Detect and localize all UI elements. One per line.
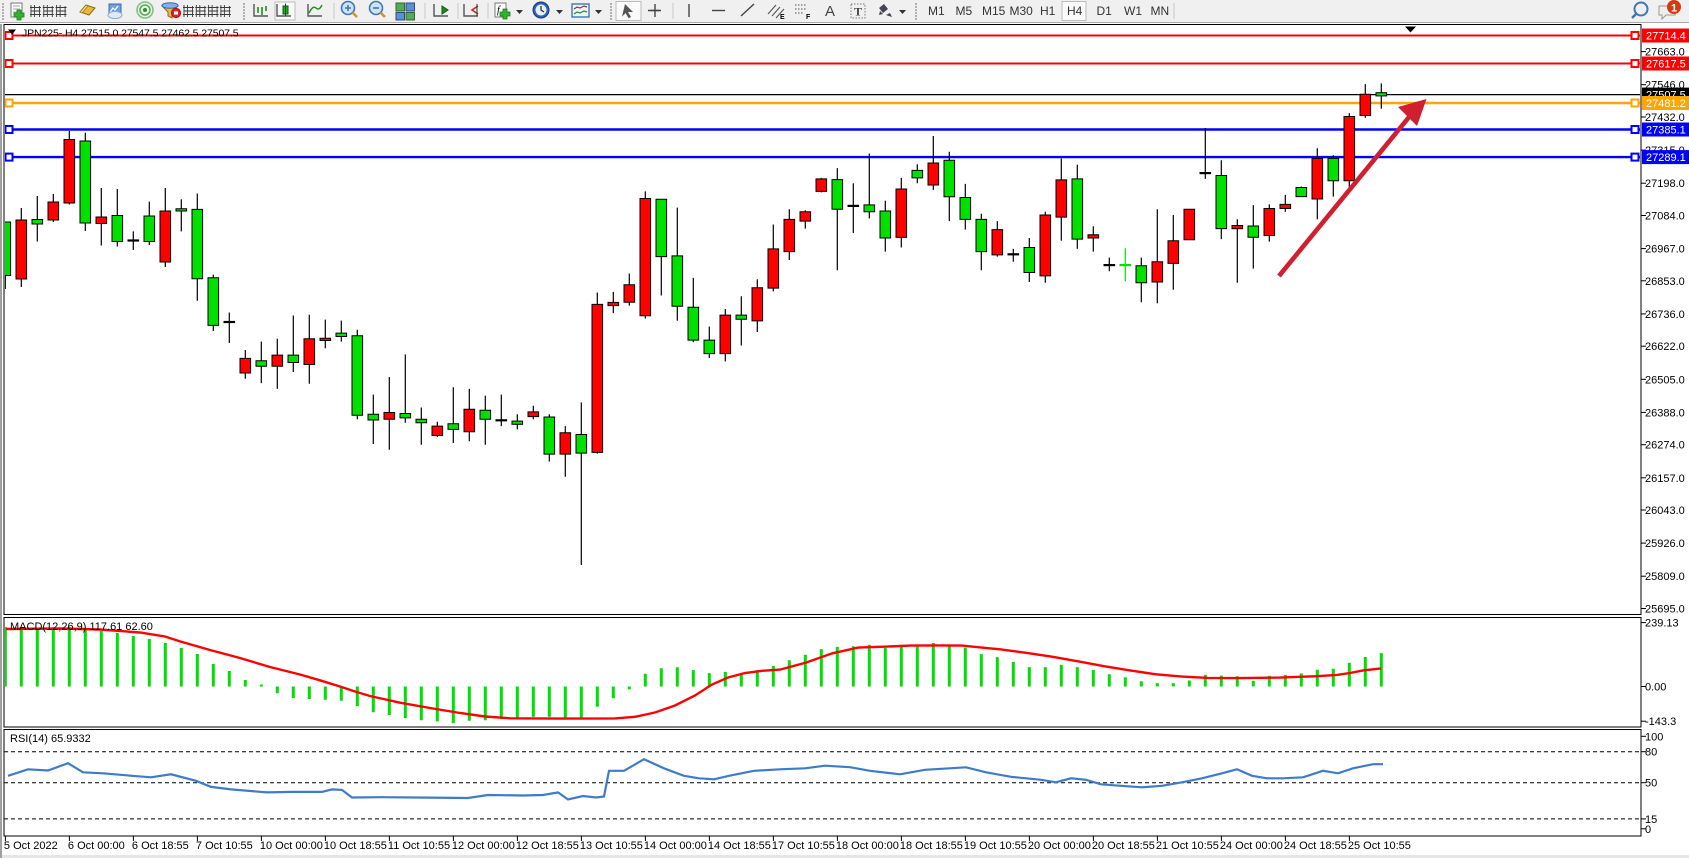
svg-text:80: 80 xyxy=(1645,747,1657,759)
svg-text:26853.0: 26853.0 xyxy=(1645,276,1685,288)
svg-text:f: f xyxy=(497,5,501,16)
svg-text:27432.0: 27432.0 xyxy=(1645,112,1685,124)
svg-text:27714.4: 27714.4 xyxy=(1646,31,1686,43)
svg-text:M5: M5 xyxy=(956,4,973,18)
svg-text:1: 1 xyxy=(1671,3,1677,15)
svg-text:11 Oct 10:55: 11 Oct 10:55 xyxy=(388,840,450,852)
svg-text:14 Oct 18:55: 14 Oct 18:55 xyxy=(708,840,771,852)
svg-text:26736.0: 26736.0 xyxy=(1645,309,1685,321)
svg-text:24 Oct 18:55: 24 Oct 18:55 xyxy=(1284,840,1347,852)
svg-text:18 Oct 00:00: 18 Oct 00:00 xyxy=(836,840,899,852)
svg-text:MN: MN xyxy=(1151,4,1170,18)
svg-text:RSI(14) 65.9332: RSI(14) 65.9332 xyxy=(10,733,91,745)
svg-text:27385.1: 27385.1 xyxy=(1646,125,1686,137)
svg-text:20 Oct 00:00: 20 Oct 00:00 xyxy=(1028,840,1091,852)
svg-text:14 Oct 00:00: 14 Oct 00:00 xyxy=(644,840,707,852)
svg-text:100: 100 xyxy=(1645,731,1663,743)
svg-text:15: 15 xyxy=(1645,814,1657,826)
svg-text:26505.0: 26505.0 xyxy=(1645,374,1685,386)
svg-text:26157.0: 26157.0 xyxy=(1645,473,1685,485)
svg-text:26967.0: 26967.0 xyxy=(1645,244,1685,256)
svg-text:M15: M15 xyxy=(982,4,1006,18)
svg-text:D1: D1 xyxy=(1097,4,1113,18)
svg-text:25809.0: 25809.0 xyxy=(1645,571,1685,583)
svg-text:6 Oct 00:00: 6 Oct 00:00 xyxy=(68,840,125,852)
svg-text:H1: H1 xyxy=(1040,4,1056,18)
svg-text:26388.0: 26388.0 xyxy=(1645,407,1685,419)
svg-text:13 Oct 10:55: 13 Oct 10:55 xyxy=(580,840,643,852)
svg-text:27084.0: 27084.0 xyxy=(1645,211,1685,223)
svg-text:A: A xyxy=(825,3,835,20)
svg-text:6 Oct 18:55: 6 Oct 18:55 xyxy=(132,840,189,852)
svg-text:MACD(12,26,9) 117.61 62.60: MACD(12,26,9) 117.61 62.60 xyxy=(10,621,153,633)
svg-text:25695.0: 25695.0 xyxy=(1645,604,1685,616)
svg-text:24 Oct 00:00: 24 Oct 00:00 xyxy=(1220,840,1283,852)
svg-text:-143.3: -143.3 xyxy=(1645,716,1676,728)
svg-text:7 Oct 10:55: 7 Oct 10:55 xyxy=(196,840,253,852)
svg-text:17 Oct 10:55: 17 Oct 10:55 xyxy=(772,840,835,852)
svg-text:10 Oct 00:00: 10 Oct 00:00 xyxy=(260,840,323,852)
svg-text:H4: H4 xyxy=(1067,4,1083,18)
svg-text:27289.1: 27289.1 xyxy=(1646,152,1686,164)
svg-text:E: E xyxy=(780,14,785,21)
svg-text:T: T xyxy=(854,5,862,19)
svg-text:21 Oct 10:55: 21 Oct 10:55 xyxy=(1156,840,1219,852)
svg-text:0: 0 xyxy=(1645,824,1651,836)
svg-text:19 Oct 10:55: 19 Oct 10:55 xyxy=(964,840,1027,852)
svg-text:26622.0: 26622.0 xyxy=(1645,341,1685,353)
svg-text:27481.2: 27481.2 xyxy=(1646,98,1686,110)
svg-text:239.13: 239.13 xyxy=(1645,618,1679,630)
svg-text:20 Oct 18:55: 20 Oct 18:55 xyxy=(1092,840,1155,852)
svg-text:18 Oct 18:55: 18 Oct 18:55 xyxy=(900,840,963,852)
svg-text:JPN225-.H4 27515.0 27547.5 27: JPN225-.H4 27515.0 27547.5 27462.5 27507… xyxy=(22,28,239,40)
svg-text:26043.0: 26043.0 xyxy=(1645,505,1685,517)
svg-text:26274.0: 26274.0 xyxy=(1645,440,1685,452)
svg-text:27663.0: 27663.0 xyxy=(1645,47,1685,59)
svg-text:12 Oct 00:00: 12 Oct 00:00 xyxy=(452,840,515,852)
svg-text:50: 50 xyxy=(1645,778,1657,790)
svg-text:25 Oct 10:55: 25 Oct 10:55 xyxy=(1348,840,1411,852)
svg-text:25926.0: 25926.0 xyxy=(1645,538,1685,550)
svg-text:F: F xyxy=(806,14,811,21)
svg-text:M30: M30 xyxy=(1010,4,1034,18)
svg-text:M1: M1 xyxy=(928,4,945,18)
svg-text:W1: W1 xyxy=(1124,4,1142,18)
svg-text:12 Oct 18:55: 12 Oct 18:55 xyxy=(516,840,579,852)
svg-text:10 Oct 18:55: 10 Oct 18:55 xyxy=(324,840,387,852)
svg-text:0.00: 0.00 xyxy=(1645,682,1666,694)
svg-text:5 Oct 2022: 5 Oct 2022 xyxy=(4,840,58,852)
svg-text:27617.5: 27617.5 xyxy=(1646,59,1686,71)
svg-text:27198.0: 27198.0 xyxy=(1645,178,1685,190)
